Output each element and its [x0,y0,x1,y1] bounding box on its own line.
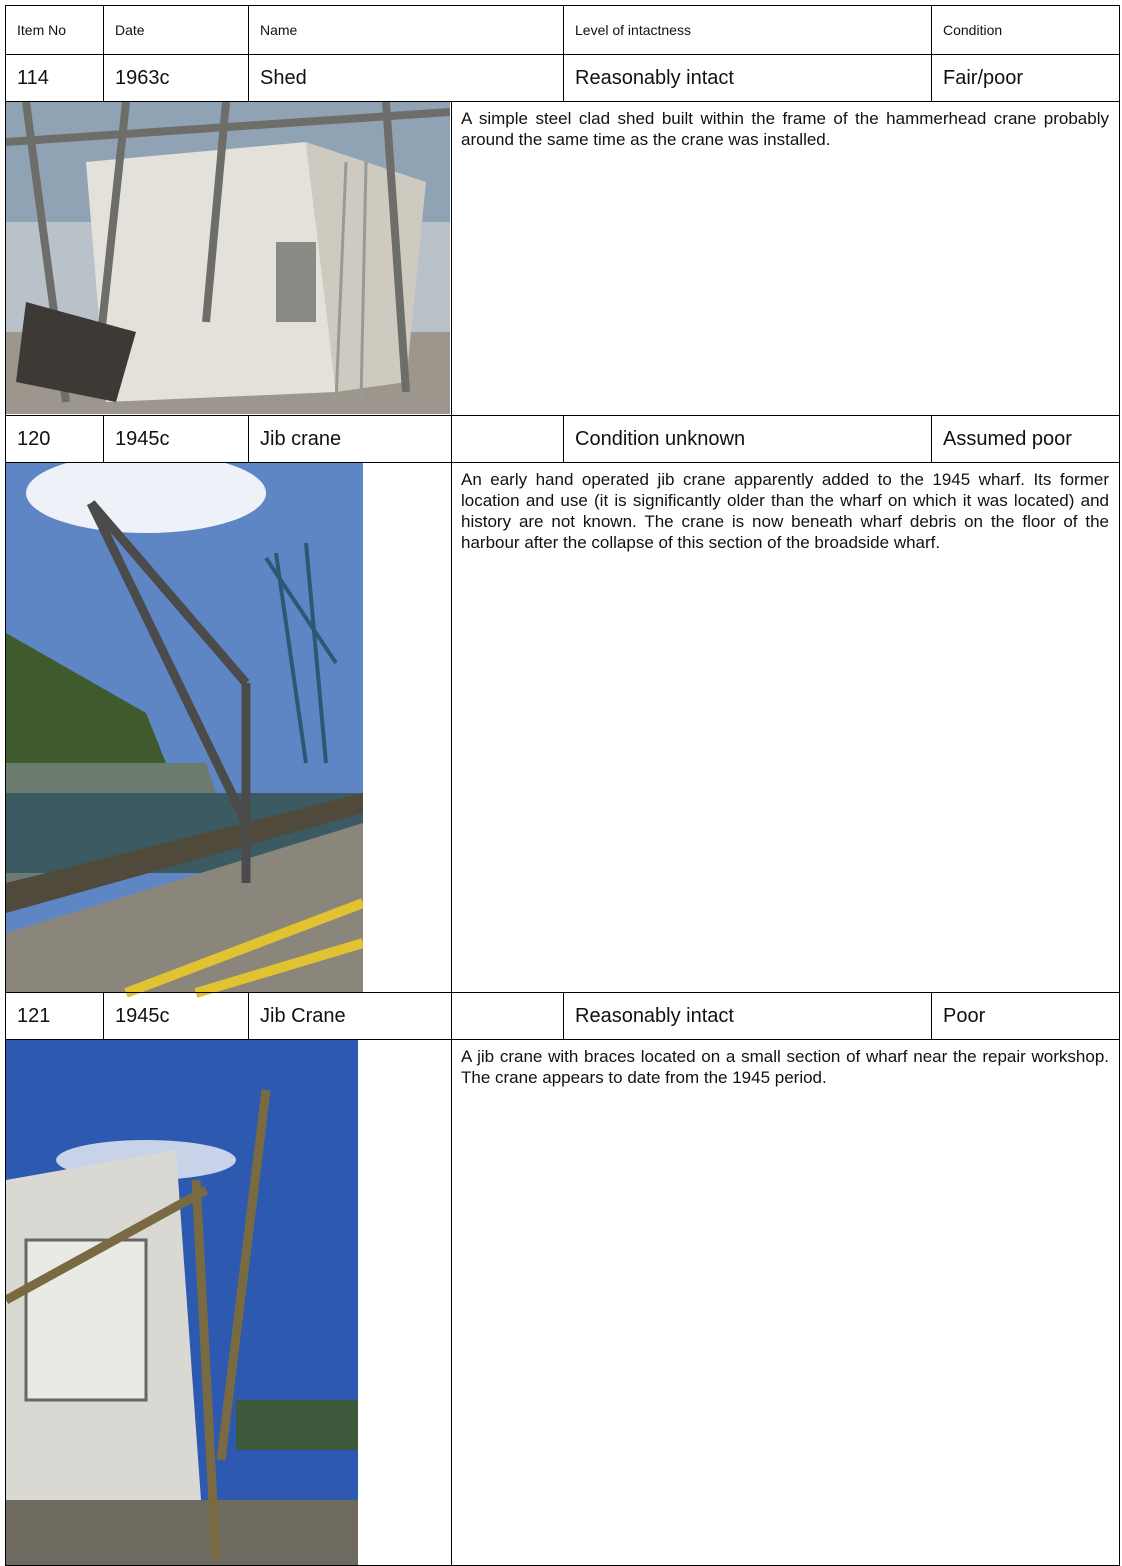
cell: 1945c [103,415,249,463]
cell: Reasonably intact [563,992,932,1040]
cell: 1945c [103,992,249,1040]
cell: Fair/poor [931,54,1120,102]
header-cell: Item No [5,5,104,55]
description: A simple steel clad shed built within th… [451,101,1120,463]
cell: Reasonably intact [563,54,932,102]
cell: Assumed poor [931,415,1120,463]
photo [5,101,452,463]
cell: 114 [5,54,104,102]
photo [5,462,452,1040]
cell: Jib Crane [248,992,564,1040]
header-cell: Name [248,5,564,55]
header-cell: Date [103,5,249,55]
photo-image [6,1040,358,1565]
cell: 120 [5,415,104,463]
cell: 1963c [103,54,249,102]
cell: Shed [248,54,564,102]
header-cell: Condition [931,5,1120,55]
cell: 121 [5,992,104,1040]
cell: Poor [931,992,1120,1040]
description: An early hand operated jib crane apparen… [451,462,1120,1040]
description: A jib crane with braces located on a sma… [451,1039,1120,1566]
photo-image [6,463,363,998]
photo-image [6,102,450,414]
cell: Condition unknown [563,415,932,463]
header-cell: Level of intactness [563,5,932,55]
photo [5,1039,452,1566]
cell: Jib crane [248,415,564,463]
